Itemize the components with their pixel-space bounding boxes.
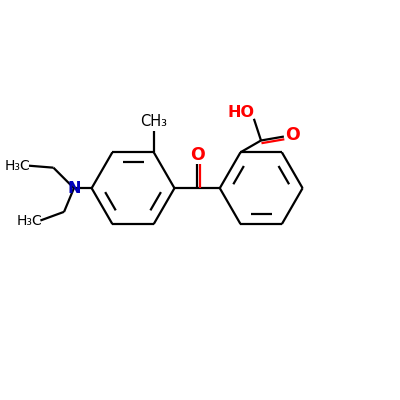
Text: HO: HO — [228, 105, 255, 120]
Text: O: O — [190, 146, 204, 164]
Text: CH₃: CH₃ — [140, 114, 167, 130]
Text: H₃C: H₃C — [5, 159, 31, 173]
Text: O: O — [285, 126, 300, 144]
Text: N: N — [67, 181, 81, 196]
Text: H₃C: H₃C — [16, 214, 42, 228]
